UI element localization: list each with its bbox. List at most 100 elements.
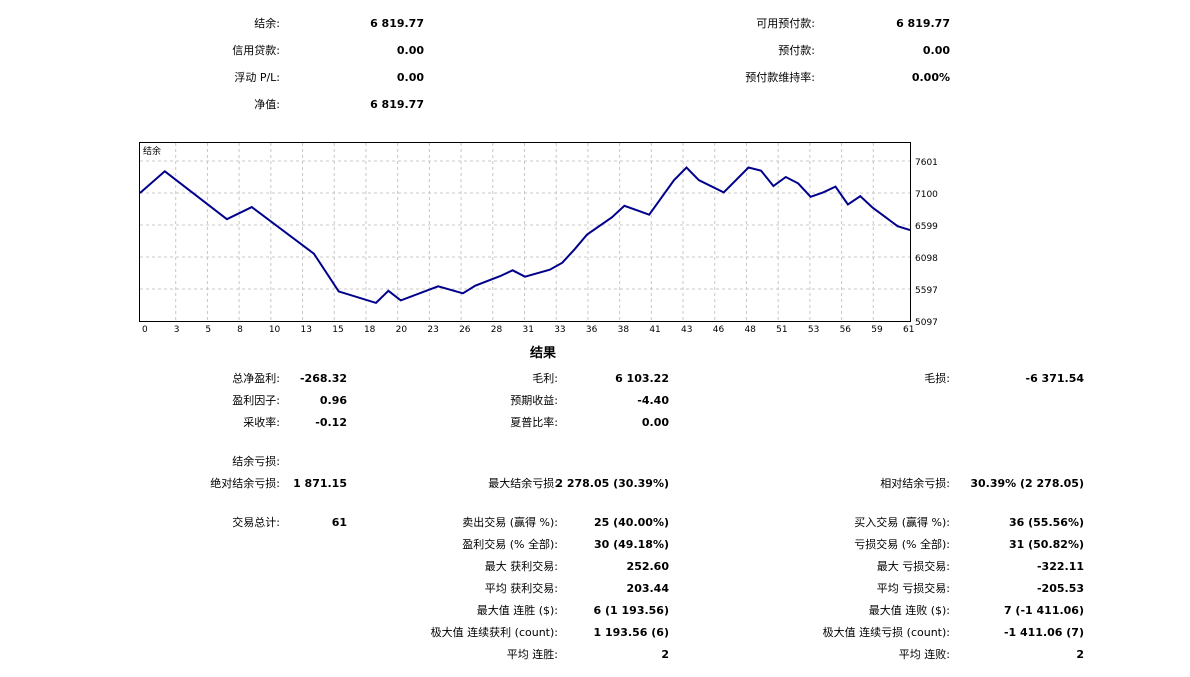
- avg-profit-value: 203.44: [626, 582, 669, 595]
- x-tick-label: 56: [840, 325, 852, 335]
- avg-loss-label: 平均 亏损交易:: [876, 582, 950, 595]
- equity-label: 净值:: [254, 98, 280, 111]
- x-tick-label: 51: [776, 325, 787, 335]
- avg-profit-label: 平均 获利交易:: [484, 582, 558, 595]
- sharpe-value: 0.00: [641, 416, 669, 429]
- short-trades-label: 卖出交易 (赢得 %):: [462, 516, 558, 529]
- x-tick-label: 43: [681, 325, 692, 335]
- y-tick-label: 6599: [915, 222, 938, 232]
- chart-grid: [140, 143, 910, 321]
- max-consec-wins-label: 最大值 连胜 ($):: [476, 604, 558, 617]
- loss-trades-label: 亏损交易 (% 全部):: [854, 538, 950, 551]
- avg-consec-wins-label: 平均 连胜:: [506, 648, 558, 661]
- gross-profit-value: 6 103.22: [615, 372, 669, 385]
- x-tick-label: 28: [491, 325, 503, 335]
- avg-loss-value: -205.53: [1036, 582, 1084, 595]
- max-consec-loss-value: -1 411.06 (7): [1003, 626, 1084, 639]
- x-axis-ticks: 0 3 5 8 10 13 15 18 20 23 26 28 31 33 36 38 41 43 46 48 51 53…: [142, 325, 914, 335]
- x-tick-label: 36: [586, 325, 598, 335]
- floating-pl-label: 浮动 P/L:: [234, 71, 280, 84]
- x-tick-label: 48: [744, 325, 756, 335]
- balance-series-line: [139, 166, 911, 305]
- rel-drawdown-label: 相对结余亏损:: [880, 477, 950, 490]
- free-margin-label: 可用预付款:: [756, 17, 815, 30]
- y-tick-label: 7100: [915, 190, 938, 200]
- x-tick-label: 23: [427, 325, 438, 335]
- x-tick-label: 15: [332, 325, 343, 335]
- largest-loss-value: -322.11: [1036, 560, 1084, 573]
- abs-drawdown-label: 绝对结余亏损:: [210, 477, 280, 490]
- expected-payoff-value: -4.40: [637, 394, 669, 407]
- max-consec-losses-label: 最大值 连败 ($):: [868, 604, 950, 617]
- x-tick-label: 59: [871, 325, 883, 335]
- recovery-factor-value: -0.12: [315, 416, 347, 429]
- profit-trades-value: 30 (49.18%): [593, 538, 669, 551]
- chart-title: 结余: [143, 145, 161, 157]
- x-tick-label: 26: [459, 325, 471, 335]
- x-tick-label: 61: [903, 325, 914, 335]
- max-drawdown-label: 最大结余亏损:: [488, 477, 558, 490]
- avg-consec-wins-value: 2: [661, 648, 669, 661]
- rel-drawdown-value: 30.39% (2 278.05): [970, 477, 1084, 490]
- loss-trades-value: 31 (50.82%): [1008, 538, 1084, 551]
- x-tick-label: 33: [554, 325, 565, 335]
- y-tick-label: 5597: [915, 286, 938, 296]
- x-tick-label: 38: [618, 325, 630, 335]
- profit-factor-value: 0.96: [319, 394, 347, 407]
- recovery-factor-label: 采收率:: [243, 416, 280, 429]
- x-tick-label: 41: [649, 325, 660, 335]
- expected-payoff-label: 预期收益:: [510, 394, 558, 407]
- largest-profit-value: 252.60: [626, 560, 669, 573]
- max-consec-loss-label: 极大值 连续亏损 (count):: [822, 626, 950, 639]
- x-tick-label: 18: [364, 325, 376, 335]
- x-tick-label: 53: [808, 325, 819, 335]
- profit-trades-label: 盈利交易 (% 全部):: [462, 538, 558, 551]
- x-tick-label: 0: [142, 325, 148, 335]
- largest-loss-label: 最大 亏损交易:: [876, 560, 950, 573]
- max-consec-profit-value: 1 193.56 (6): [593, 626, 669, 639]
- gross-loss-value: -6 371.54: [1025, 372, 1085, 385]
- avg-consec-losses-label: 平均 连败:: [898, 648, 950, 661]
- floating-pl-value: 0.00: [396, 71, 424, 84]
- total-trades-label: 交易总计:: [232, 516, 280, 529]
- x-tick-label: 10: [269, 325, 281, 335]
- largest-profit-label: 最大 获利交易:: [484, 560, 558, 573]
- profit-factor-label: 盈利因子:: [232, 394, 280, 407]
- x-tick-label: 8: [237, 325, 243, 335]
- results-title: 结果: [530, 346, 557, 361]
- net-profit-label: 总净盈利:: [232, 372, 280, 385]
- balance-value: 6 819.77: [370, 17, 424, 30]
- x-tick-label: 20: [396, 325, 408, 335]
- credit-label: 信用贷款:: [232, 44, 280, 57]
- y-tick-label: 7601: [915, 158, 938, 168]
- gross-loss-label: 毛损:: [924, 372, 950, 385]
- max-consec-wins-value: 6 (1 193.56): [593, 604, 669, 617]
- abs-drawdown-value: 1 871.15: [293, 477, 347, 490]
- x-tick-label: 31: [523, 325, 534, 335]
- gross-profit-label: 毛利:: [532, 372, 558, 385]
- y-axis-ticks: 7601 7100 6599 6098 5597 5097: [915, 158, 938, 328]
- max-consec-losses-value: 7 (-1 411.06): [1003, 604, 1084, 617]
- y-tick-label: 6098: [915, 254, 938, 264]
- balance-label: 结余:: [254, 17, 280, 30]
- credit-value: 0.00: [396, 44, 424, 57]
- y-tick-label: 5097: [915, 318, 938, 328]
- avg-consec-losses-value: 2: [1076, 648, 1084, 661]
- long-trades-value: 36 (55.56%): [1008, 516, 1084, 529]
- long-trades-label: 买入交易 (赢得 %):: [854, 516, 950, 529]
- free-margin-value: 6 819.77: [896, 17, 950, 30]
- total-trades-value: 61: [331, 516, 347, 529]
- sharpe-label: 夏普比率:: [510, 416, 558, 429]
- x-tick-label: 3: [174, 325, 180, 335]
- max-consec-profit-label: 极大值 连续获利 (count):: [430, 626, 558, 639]
- max-drawdown-value: 2 278.05 (30.39%): [555, 477, 669, 490]
- net-profit-value: -268.32: [299, 372, 347, 385]
- equity-value: 6 819.77: [370, 98, 424, 111]
- margin-level-label: 预付款维持率:: [745, 71, 815, 84]
- margin-label: 预付款:: [778, 44, 815, 57]
- x-tick-label: 46: [713, 325, 725, 335]
- chart-frame: [139, 142, 911, 322]
- short-trades-value: 25 (40.00%): [593, 516, 669, 529]
- balance-chart: 结余 0 3 5 8 10 13 15 18 20 23 26 28 31 33 36 38 41 43 46 48 5…: [139, 142, 938, 335]
- x-tick-label: 5: [205, 325, 211, 335]
